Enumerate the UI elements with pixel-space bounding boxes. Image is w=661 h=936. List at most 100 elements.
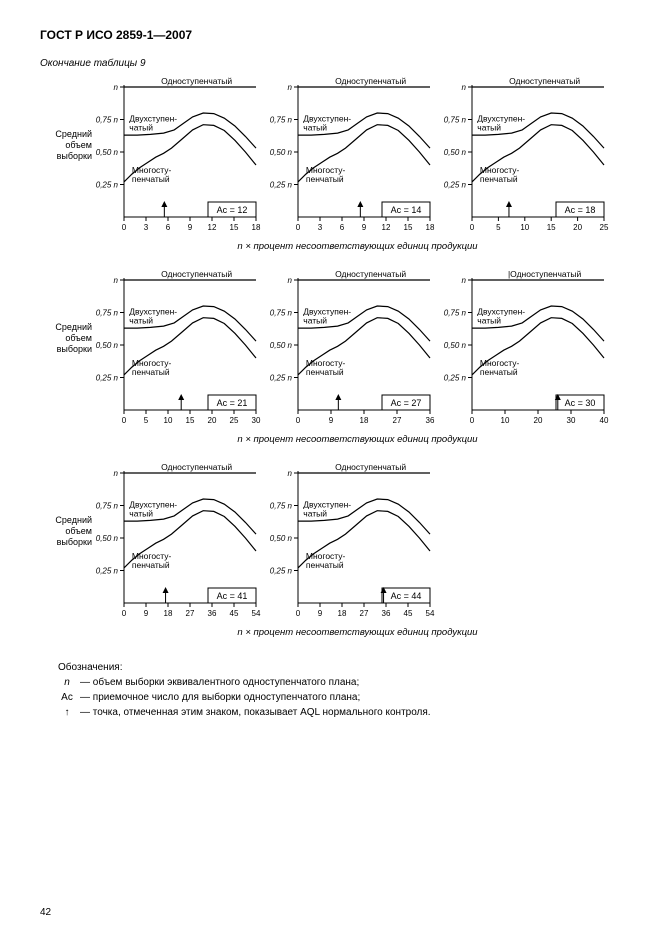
chart-row: Средний объем выборки0,25 n0,50 n0,75 nn… — [40, 463, 621, 623]
chart-panel: 0,25 n0,50 n0,75 nn0369121518Одноступенч… — [94, 77, 262, 237]
panel: 0,25 n0,50 n0,75 nn051015202530Одноступе… — [94, 270, 262, 430]
svg-text:чатый: чатый — [129, 509, 153, 519]
y-axis-label: Средний объем выборки — [40, 322, 92, 354]
legend-arrow-symbol: ↑ — [58, 705, 76, 720]
svg-text:0: 0 — [470, 416, 475, 425]
table-continuation-note: Окончание таблицы 9 — [40, 58, 621, 69]
svg-text:27: 27 — [393, 416, 402, 425]
svg-text:18: 18 — [426, 223, 435, 232]
svg-text:Ac = 27: Ac = 27 — [391, 398, 422, 408]
svg-text:Ac = 14: Ac = 14 — [391, 205, 422, 215]
chart-row: Средний объем выборки 0,25 n 0,50 n 0,75 n n… — [40, 270, 621, 430]
svg-text:Одноступенчатый: Одноступенчатый — [509, 77, 580, 86]
document-title: ГОСТ Р ИСО 2859-1—2007 — [40, 28, 621, 42]
y-axis-label: Средний объем выборки — [40, 129, 92, 161]
page: ГОСТ Р ИСО 2859-1—2007 Окончание таблицы… — [0, 0, 661, 936]
svg-text:|Одноступенчатый: |Одноступенчатый — [508, 270, 581, 279]
svg-text:чатый: чатый — [129, 316, 153, 326]
svg-text:27: 27 — [186, 609, 195, 618]
page-number: 42 — [40, 907, 51, 918]
svg-text:0,75 n: 0,75 n — [444, 309, 467, 318]
svg-text:27: 27 — [360, 609, 369, 618]
svg-text:54: 54 — [426, 609, 435, 618]
svg-text:n: n — [114, 469, 119, 478]
svg-text:15: 15 — [404, 223, 413, 232]
svg-text:0: 0 — [296, 223, 301, 232]
svg-text:0,50 n: 0,50 n — [444, 341, 467, 350]
svg-text:пенчатый: пенчатый — [132, 367, 170, 377]
svg-text:45: 45 — [230, 609, 239, 618]
svg-text:n: n — [462, 83, 467, 92]
svg-text:Ac = 18: Ac = 18 — [565, 205, 596, 215]
svg-text:36: 36 — [208, 609, 217, 618]
svg-text:20: 20 — [208, 416, 217, 425]
svg-text:15: 15 — [547, 223, 556, 232]
svg-text:10: 10 — [520, 223, 529, 232]
svg-text:0,25 n: 0,25 n — [96, 374, 119, 383]
chart-panel: 0,25 n0,50 n0,75 nn09182736Одноступенчат… — [268, 270, 436, 430]
svg-text:пенчатый: пенчатый — [480, 174, 518, 184]
svg-text:5: 5 — [496, 223, 501, 232]
panel-group: 0,25 n0,50 n0,75 nn091827364554Одноступе… — [94, 463, 436, 623]
panel: 0,25 n0,50 n0,75 nn091827364554Одноступе… — [94, 463, 262, 623]
chart-row: Средний объем выборки0,25 n0,50 n0,75 nn… — [40, 77, 621, 237]
svg-text:30: 30 — [252, 416, 261, 425]
svg-text:18: 18 — [338, 609, 347, 618]
panel: 0,25 n0,50 n0,75 nn0369121518Одноступенч… — [94, 77, 262, 237]
svg-text:0,25 n: 0,25 n — [444, 181, 467, 190]
svg-text:30: 30 — [567, 416, 576, 425]
svg-text:45: 45 — [404, 609, 413, 618]
svg-text:0: 0 — [470, 223, 475, 232]
svg-text:0,25 n: 0,25 n — [96, 567, 119, 576]
chart-panel: 0,25 n0,50 n0,75 nn0510152025Одноступенч… — [442, 77, 610, 237]
svg-text:20: 20 — [534, 416, 543, 425]
svg-text:чатый: чатый — [303, 123, 327, 133]
svg-text:Одноступенчатый: Одноступенчатый — [335, 463, 406, 472]
svg-text:36: 36 — [382, 609, 391, 618]
chart-panel: 0,25 n0,50 n0,75 nn091827364554Одноступе… — [268, 463, 436, 623]
svg-text:чатый: чатый — [129, 123, 153, 133]
svg-text:чатый: чатый — [303, 316, 327, 326]
svg-text:0,25 n: 0,25 n — [444, 374, 467, 383]
svg-text:Одноступенчатый: Одноступенчатый — [161, 77, 232, 86]
svg-text:9: 9 — [188, 223, 193, 232]
legend-ac-symbol: Ac — [58, 690, 76, 705]
svg-text:0,50 n: 0,50 n — [96, 341, 119, 350]
svg-text:n: n — [462, 276, 467, 285]
svg-text:18: 18 — [252, 223, 261, 232]
svg-text:n: n — [114, 83, 119, 92]
svg-text:пенчатый: пенчатый — [132, 560, 170, 570]
legend-arrow: ↑ — точка, отмеченная этим знаком, показ… — [58, 705, 621, 720]
svg-text:15: 15 — [186, 416, 195, 425]
legend: Обозначения: n — объем выборки эквивален… — [58, 660, 621, 720]
svg-text:Ac = 12: Ac = 12 — [217, 205, 248, 215]
svg-text:6: 6 — [166, 223, 171, 232]
svg-text:0,75 n: 0,75 n — [444, 116, 467, 125]
svg-text:0,75 n: 0,75 n — [270, 502, 293, 511]
svg-text:10: 10 — [501, 416, 510, 425]
svg-text:25: 25 — [230, 416, 239, 425]
svg-text:6: 6 — [340, 223, 345, 232]
svg-text:20: 20 — [573, 223, 582, 232]
svg-text:пенчатый: пенчатый — [306, 560, 344, 570]
svg-text:Одноступенчатый: Одноступенчатый — [335, 77, 406, 86]
svg-text:пенчатый: пенчатый — [306, 174, 344, 184]
svg-text:Ac = 44: Ac = 44 — [391, 591, 422, 601]
svg-text:18: 18 — [360, 416, 369, 425]
legend-ac-text: — приемочное число для выборки одноступе… — [80, 690, 360, 705]
chart-grid: Средний объем выборки 0,25 n 0,50 n 0,75 n n… — [40, 77, 621, 652]
panel: 0,25 n0,50 n0,75 nn0510152025Одноступенч… — [442, 77, 610, 237]
svg-text:n: n — [288, 469, 293, 478]
svg-text:чатый: чатый — [477, 123, 501, 133]
svg-text:0: 0 — [122, 223, 127, 232]
svg-text:15: 15 — [230, 223, 239, 232]
svg-text:0,50 n: 0,50 n — [270, 341, 293, 350]
svg-text:Ac = 30: Ac = 30 — [565, 398, 596, 408]
svg-text:0: 0 — [296, 416, 301, 425]
chart-panel: 0,25 n0,50 n0,75 nn0369121518Одноступенч… — [268, 77, 436, 237]
panel: 0,25 n0,50 n0,75 nn010203040|Одноступенч… — [442, 270, 610, 430]
legend-ac: Ac — приемочное число для выборки одност… — [58, 690, 621, 705]
x-axis-caption: n × процент несоответствующих единиц про… — [94, 627, 621, 638]
svg-text:0,75 n: 0,75 n — [270, 309, 293, 318]
legend-arrow-text: — точка, отмеченная этим знаком, показыв… — [80, 705, 431, 720]
